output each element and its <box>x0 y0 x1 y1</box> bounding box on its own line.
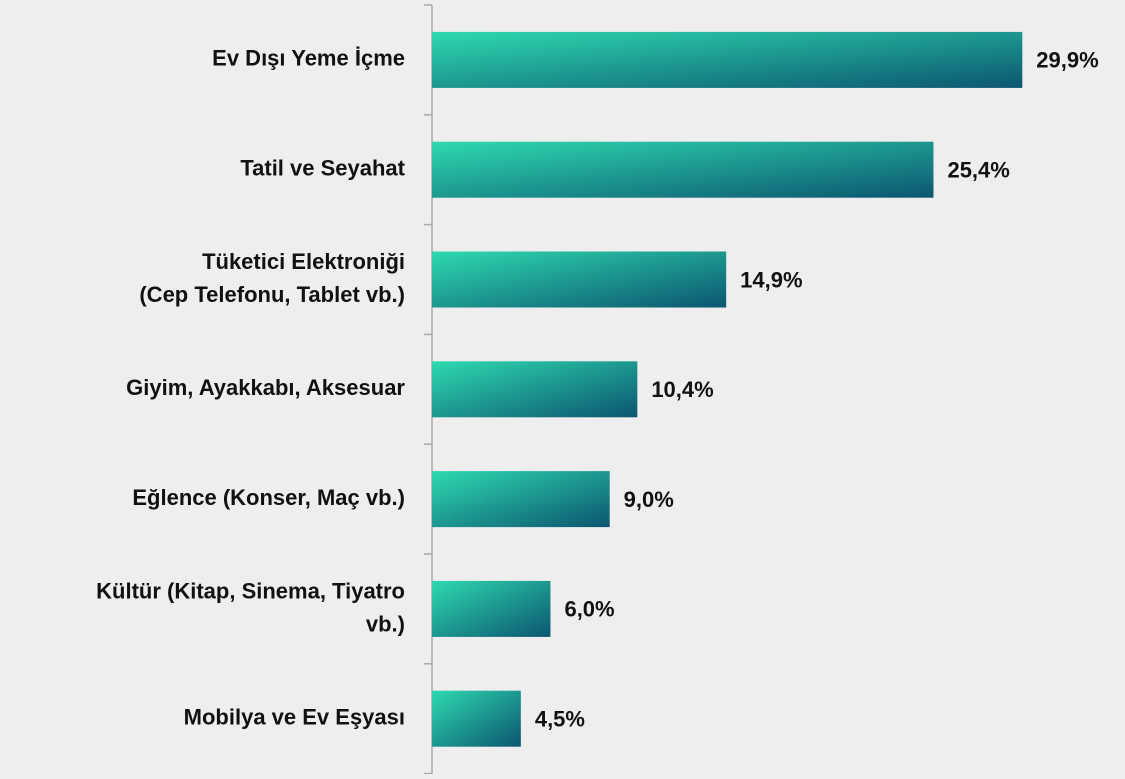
category-label: Eğlence (Konser, Maç vb.) <box>132 485 405 510</box>
category-label: Ev Dışı Yeme İçme <box>212 46 405 71</box>
category-label: Tatil ve Seyahat <box>240 156 405 181</box>
bar <box>432 251 727 308</box>
bar <box>432 471 610 528</box>
value-label: 4,5% <box>535 707 585 732</box>
value-label: 25,4% <box>947 158 1009 183</box>
category-label: Tüketici Elektroniği (Cep Telefonu, Table… <box>139 249 405 307</box>
category-label: Giyim, Ayakkabı, Aksesuar <box>126 375 405 400</box>
value-label: 10,4% <box>651 377 713 402</box>
bar <box>432 580 551 637</box>
value-label: 14,9% <box>740 267 802 292</box>
bar <box>432 141 934 198</box>
value-label: 6,0% <box>564 597 614 622</box>
bar <box>432 690 521 747</box>
category-label: Mobilya ve Ev Eşyası <box>184 705 405 730</box>
bar <box>432 31 1023 88</box>
value-label: 9,0% <box>624 487 674 512</box>
category-label: Kültür (Kitap, Sinema, Tiyatro vb.) <box>96 578 405 636</box>
value-label: 29,9% <box>1036 48 1098 73</box>
bar <box>432 361 638 418</box>
